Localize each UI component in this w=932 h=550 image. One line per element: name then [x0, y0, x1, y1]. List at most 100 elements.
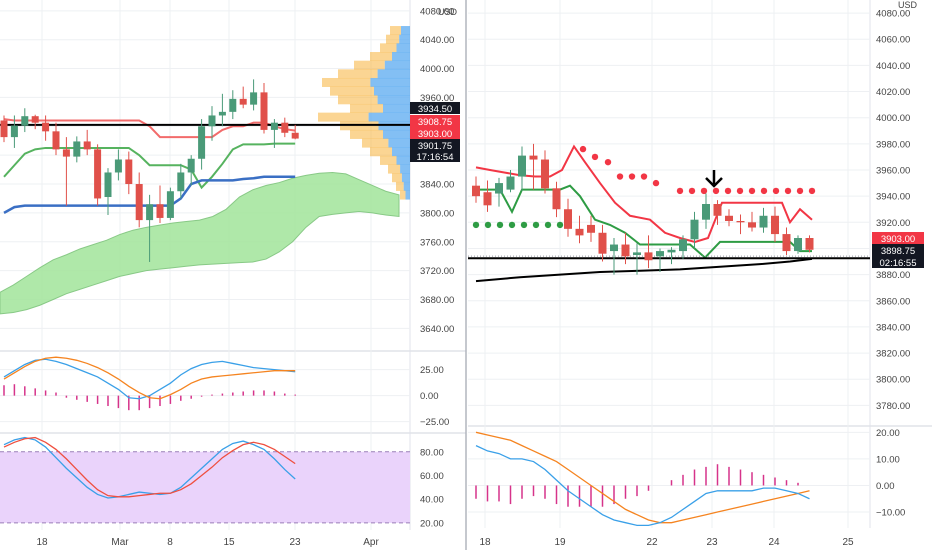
- price-badge-label: 3903.00: [881, 234, 915, 245]
- volume-profile-bar: [400, 190, 406, 200]
- volume-profile-bar: [396, 181, 404, 191]
- candle-body: [250, 92, 258, 105]
- left-x-tick-label: 18: [36, 537, 48, 548]
- volume-profile-bar: [322, 77, 371, 87]
- volume-profile-bar: [396, 43, 410, 53]
- candle-body: [713, 204, 722, 216]
- right-price-y-tick-label: 3960.00: [876, 166, 910, 177]
- volume-profile-bar: [330, 86, 374, 96]
- candle-body: [690, 219, 699, 240]
- red-dot: [640, 173, 648, 180]
- volume-profile-bar: [354, 60, 385, 70]
- candle-body: [633, 252, 641, 255]
- green-dot: [544, 221, 552, 229]
- volume-profile-bar: [405, 190, 410, 200]
- volume-profile-bar: [377, 69, 410, 79]
- price-badge-label: 3934.50: [418, 104, 452, 115]
- left-x-tick-label: 15: [223, 537, 235, 548]
- volume-profile-bar: [392, 147, 410, 157]
- volume-profile-bar: [368, 112, 410, 122]
- left-stoch-tick-label: 60.00: [420, 471, 444, 482]
- candle-body: [667, 249, 676, 253]
- red-dot: [712, 187, 720, 195]
- price-badge-label: 02:16:55: [880, 258, 917, 269]
- volume-profile-bar: [388, 164, 401, 174]
- red-dot: [628, 173, 636, 180]
- right-macd-y-tick-label: 10.00: [876, 454, 900, 465]
- price-badge: [872, 256, 924, 268]
- red-dot: [676, 187, 684, 195]
- red-dot: [652, 179, 660, 187]
- candle-body: [495, 183, 503, 194]
- candle-body: [794, 238, 802, 252]
- candle-body: [62, 149, 70, 157]
- right-price-y-tick-label: 3780.00: [876, 401, 910, 412]
- left-stoch-tick-label: 40.00: [420, 495, 444, 506]
- stoch-line: [3, 436, 296, 498]
- volume-profile-bar: [401, 26, 410, 36]
- candle-body: [114, 159, 122, 173]
- volume-profile-bar: [392, 173, 402, 183]
- red-dot: [748, 187, 756, 195]
- candle-body: [73, 141, 81, 157]
- macd-line: [475, 445, 810, 526]
- red-dot: [700, 187, 708, 195]
- price-badge-label: 3901.75: [418, 141, 452, 152]
- indicator-layer: [0, 26, 870, 524]
- candle-body: [31, 116, 39, 123]
- candle-body: [759, 215, 768, 228]
- red-dot: [616, 173, 624, 180]
- price-badge-label: 3908.75: [418, 117, 452, 128]
- candle-body: [644, 252, 653, 261]
- red-trail-line: [475, 144, 813, 243]
- candle-body: [598, 232, 607, 254]
- volume-profile-bar: [370, 52, 392, 62]
- candle-body: [702, 204, 710, 220]
- candle-body: [229, 98, 237, 112]
- candle-body: [177, 172, 185, 192]
- right-x-tick-label: 18: [479, 537, 491, 548]
- left-price-y-tick-label: 4080.00: [420, 6, 454, 17]
- red-dot: [760, 187, 768, 195]
- price-badge: [410, 127, 460, 139]
- right-x-tick-label: 23: [706, 537, 718, 548]
- right-macd-y-tick-label: −10.00: [876, 508, 905, 519]
- candle-body: [725, 215, 733, 221]
- right-macd-y-tick-label: 0.00: [876, 481, 895, 492]
- candle-body: [679, 239, 687, 252]
- volume-profile-bar: [400, 164, 410, 174]
- candle-body: [541, 159, 549, 189]
- volume-profile-bar: [370, 147, 392, 157]
- green-dot: [472, 221, 480, 229]
- candle-body: [771, 215, 779, 235]
- red-dot: [808, 187, 816, 195]
- left-x-tick-label: 8: [167, 537, 173, 548]
- volume-profile-bar: [386, 34, 400, 44]
- candle-body: [10, 125, 18, 138]
- right-price-y-tick-label: 4040.00: [876, 61, 910, 72]
- candle-body: [0, 120, 8, 138]
- volume-profile-bar: [396, 155, 410, 165]
- candle-body: [146, 204, 154, 221]
- candle-body: [198, 126, 206, 159]
- red-dot: [688, 187, 696, 195]
- moving-average-line: [475, 257, 813, 283]
- right-price-y-tick-label: 3860.00: [876, 296, 910, 307]
- left-x-tick-label: Apr: [363, 537, 379, 548]
- price-badge: [410, 150, 460, 162]
- left-price-y-tick-label: 4040.00: [420, 35, 454, 46]
- left-price-y-tick-label: 3720.00: [420, 266, 454, 277]
- candle-body: [156, 204, 164, 218]
- right-x-tick-label: 25: [842, 537, 854, 548]
- candle-body: [610, 244, 618, 252]
- volume-profile-bar: [318, 112, 369, 122]
- red-dot: [784, 187, 792, 195]
- volume-profile-bar: [383, 103, 410, 113]
- price-badge: [410, 139, 460, 151]
- green-dot: [496, 221, 504, 229]
- candle-body: [21, 116, 29, 126]
- down-arrow-icon: [705, 170, 723, 188]
- price-badge-label: 3903.00: [418, 129, 452, 140]
- candle-body: [291, 132, 299, 139]
- candle-body: [125, 159, 133, 185]
